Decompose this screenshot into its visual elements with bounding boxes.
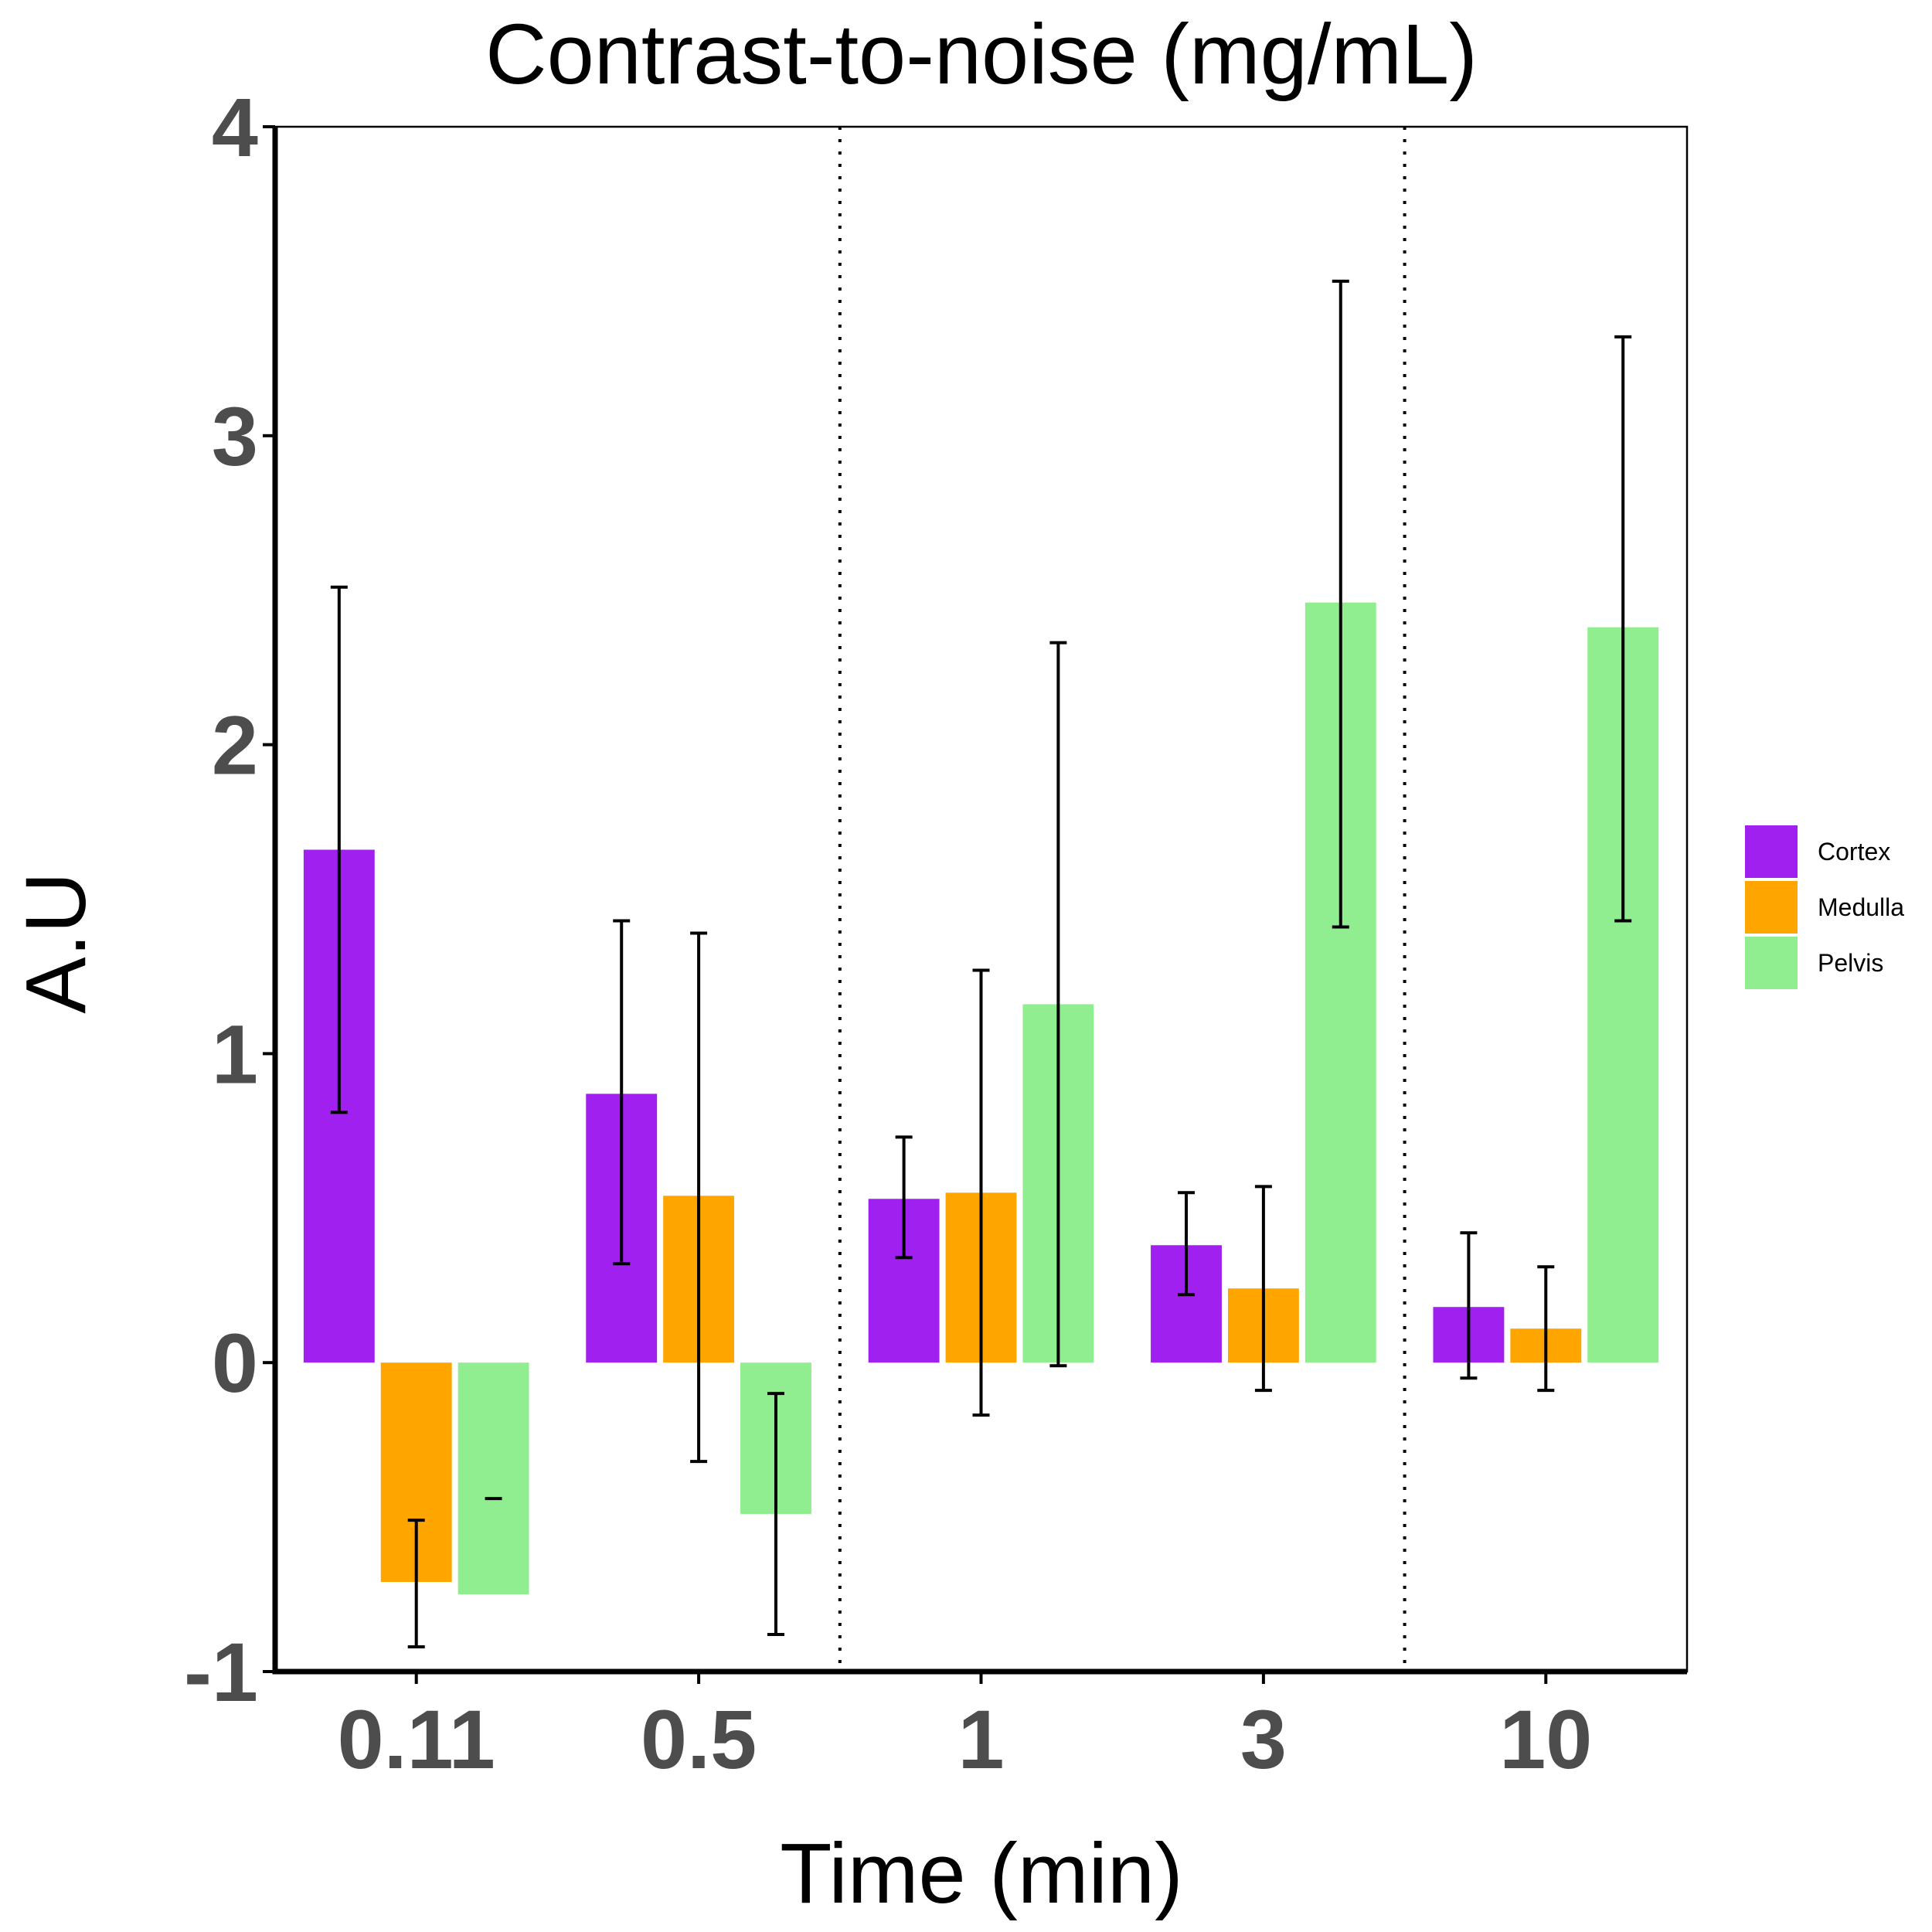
x-axis-ticks: 0.11 0.5 1 3 10 [338, 1672, 1592, 1786]
error-bar-medulla-4 [1537, 1265, 1555, 1393]
error-bar-cortex-0 [330, 585, 348, 1114]
legend-label-medulla: Medulla [1818, 893, 1904, 921]
error-bar-pelvis-3 [1332, 279, 1349, 929]
x-tick-label-3: 3 [1240, 1692, 1287, 1786]
error-bars-group [330, 279, 1632, 1649]
error-bar-pelvis-2 [1049, 641, 1067, 1368]
error-bar-cortex-2 [895, 1135, 913, 1260]
x-tick-label-0: 0.11 [338, 1692, 495, 1786]
legend-key-medulla [1745, 881, 1798, 934]
y-tick-label-4: 3 [212, 389, 258, 483]
y-tick-label-1: 0 [212, 1316, 258, 1410]
chart-title: Contrast-to-noise (mg/mL) [485, 7, 1478, 102]
legend: Cortex Medulla Pelvis [1745, 825, 1904, 989]
error-bar-cortex-1 [613, 919, 631, 1266]
x-axis-title: Time (min) [780, 1826, 1182, 1921]
error-bar-pelvis-1 [767, 1392, 784, 1637]
y-tick-label-5: 4 [212, 80, 258, 174]
x-tick-label-4: 10 [1499, 1692, 1592, 1786]
y-tick-label-3: 2 [212, 699, 258, 792]
legend-label-cortex: Cortex [1818, 838, 1890, 866]
bars-group [303, 602, 1659, 1595]
y-tick-label-0: -1 [184, 1625, 258, 1719]
y-tick-label-2: 1 [212, 1007, 258, 1100]
error-bar-medulla-2 [972, 968, 990, 1417]
legend-key-pelvis [1745, 937, 1798, 989]
x-tick-label-1: 0.5 [641, 1692, 757, 1786]
error-bar-cortex-3 [1178, 1191, 1196, 1297]
error-bar-medulla-3 [1254, 1185, 1272, 1393]
error-bar-pelvis-4 [1614, 335, 1632, 923]
error-bar-cortex-4 [1460, 1231, 1478, 1380]
bar-pelvis-0 [457, 1362, 529, 1595]
y-axis-title: A.U [9, 872, 104, 1013]
legend-key-cortex [1745, 825, 1798, 878]
category-separators [838, 127, 1406, 1672]
y-axis-ticks: -1 0 1 2 3 4 [184, 80, 275, 1719]
legend-label-pelvis: Pelvis [1818, 949, 1883, 977]
error-bar-medulla-0 [407, 1519, 425, 1649]
error-bar-medulla-1 [690, 931, 708, 1464]
x-tick-label-2: 1 [957, 1692, 1004, 1786]
